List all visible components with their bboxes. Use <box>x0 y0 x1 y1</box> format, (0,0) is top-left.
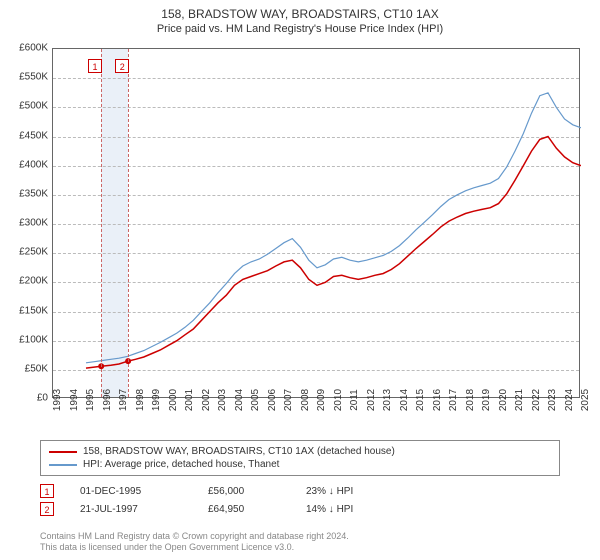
x-tick-label: 1998 <box>135 389 146 411</box>
legend-box: 158, BRADSTOW WAY, BROADSTAIRS, CT10 1AX… <box>40 440 560 476</box>
series-price_paid <box>86 137 581 369</box>
event-marker-inline: 1 <box>40 484 54 498</box>
x-tick-label: 2017 <box>448 389 459 411</box>
x-tick-label: 2000 <box>168 389 179 411</box>
y-tick-label: £350K <box>19 188 48 199</box>
x-tick-label: 1996 <box>102 389 113 411</box>
event-vline <box>101 49 102 397</box>
event-marker-2: 2 <box>115 59 129 73</box>
x-tick-label: 2003 <box>217 389 228 411</box>
x-tick-label: 2006 <box>267 389 278 411</box>
x-tick-label: 2023 <box>547 389 558 411</box>
chart-container: 158, BRADSTOW WAY, BROADSTAIRS, CT10 1AX… <box>0 0 600 560</box>
x-tick-label: 2025 <box>580 389 591 411</box>
x-tick-label: 2018 <box>465 389 476 411</box>
y-tick-label: £400K <box>19 159 48 170</box>
line-layer <box>53 49 581 399</box>
legend-label: HPI: Average price, detached house, Than… <box>83 459 279 470</box>
event-price: £56,000 <box>208 486 288 497</box>
x-tick-label: 1997 <box>118 389 129 411</box>
series-hpi <box>86 93 581 363</box>
y-tick-label: £0 <box>37 393 48 404</box>
x-tick-label: 2019 <box>481 389 492 411</box>
event-delta: 23% ↓ HPI <box>306 486 406 497</box>
footer: Contains HM Land Registry data © Crown c… <box>40 531 349 554</box>
y-tick-label: £500K <box>19 101 48 112</box>
footer-line-1: Contains HM Land Registry data © Crown c… <box>40 531 349 543</box>
y-tick-label: £600K <box>19 43 48 54</box>
x-tick-label: 1995 <box>85 389 96 411</box>
x-tick-label: 2002 <box>201 389 212 411</box>
event-vline <box>128 49 129 397</box>
event-row: 2 21-JUL-1997 £64,950 14% ↓ HPI <box>40 500 560 518</box>
x-tick-label: 2012 <box>366 389 377 411</box>
x-tick-label: 2013 <box>382 389 393 411</box>
x-tick-label: 2004 <box>234 389 245 411</box>
event-date: 21-JUL-1997 <box>80 504 190 515</box>
legend-row: 158, BRADSTOW WAY, BROADSTAIRS, CT10 1AX… <box>49 445 551 458</box>
x-tick-label: 2010 <box>333 389 344 411</box>
x-tick-label: 2001 <box>184 389 195 411</box>
event-price: £64,950 <box>208 504 288 515</box>
x-tick-label: 2020 <box>498 389 509 411</box>
legend-label: 158, BRADSTOW WAY, BROADSTAIRS, CT10 1AX… <box>83 446 395 457</box>
chart-subtitle: Price paid vs. HM Land Registry's House … <box>0 23 600 39</box>
x-tick-label: 2005 <box>250 389 261 411</box>
plot-region: 12 <box>52 48 580 398</box>
x-tick-label: 2015 <box>415 389 426 411</box>
event-row: 1 01-DEC-1995 £56,000 23% ↓ HPI <box>40 482 560 500</box>
y-tick-label: £100K <box>19 334 48 345</box>
y-tick-label: £550K <box>19 72 48 83</box>
legend-swatch <box>49 464 77 466</box>
chart-title: 158, BRADSTOW WAY, BROADSTAIRS, CT10 1AX <box>0 0 600 23</box>
x-tick-label: 2022 <box>531 389 542 411</box>
x-tick-label: 2014 <box>399 389 410 411</box>
x-tick-label: 1999 <box>151 389 162 411</box>
event-delta: 14% ↓ HPI <box>306 504 406 515</box>
legend-area: 158, BRADSTOW WAY, BROADSTAIRS, CT10 1AX… <box>40 440 560 518</box>
x-tick-label: 1994 <box>69 389 80 411</box>
footer-line-2: This data is licensed under the Open Gov… <box>40 542 349 554</box>
event-date: 01-DEC-1995 <box>80 486 190 497</box>
y-tick-label: £300K <box>19 218 48 229</box>
x-tick-label: 2007 <box>283 389 294 411</box>
x-tick-label: 2011 <box>349 389 360 411</box>
event-marker-inline: 2 <box>40 502 54 516</box>
event-marker-1: 1 <box>88 59 102 73</box>
x-tick-label: 2009 <box>316 389 327 411</box>
x-tick-label: 1993 <box>52 389 63 411</box>
legend-row: HPI: Average price, detached house, Than… <box>49 458 551 471</box>
y-tick-label: £250K <box>19 247 48 258</box>
x-tick-label: 2016 <box>432 389 443 411</box>
y-tick-label: £200K <box>19 276 48 287</box>
y-tick-label: £450K <box>19 130 48 141</box>
x-tick-label: 2008 <box>300 389 311 411</box>
y-tick-label: £50K <box>25 363 48 374</box>
legend-swatch <box>49 451 77 453</box>
x-tick-label: 2024 <box>564 389 575 411</box>
x-tick-label: 2021 <box>514 389 525 411</box>
y-tick-label: £150K <box>19 305 48 316</box>
events-table: 1 01-DEC-1995 £56,000 23% ↓ HPI 2 21-JUL-1997… <box>40 482 560 518</box>
chart-area: 12 £0£50K£100K£150K£200K£250K£300K£350K£… <box>52 48 580 398</box>
